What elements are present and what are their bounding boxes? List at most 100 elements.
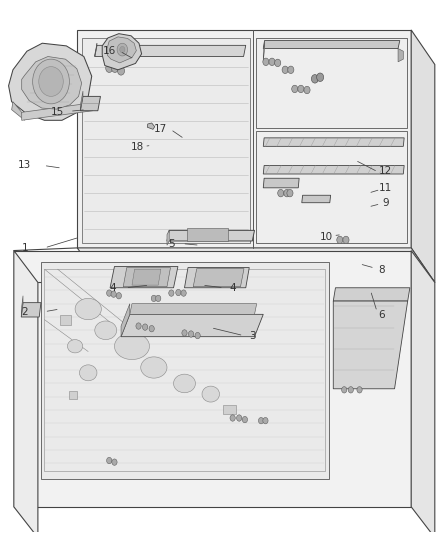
Circle shape (262, 58, 268, 66)
Polygon shape (14, 251, 38, 533)
Polygon shape (332, 288, 409, 301)
Text: 1: 1 (21, 243, 28, 253)
Ellipse shape (79, 365, 97, 381)
Ellipse shape (201, 386, 219, 402)
Text: 10: 10 (319, 232, 332, 243)
Circle shape (117, 43, 127, 56)
Circle shape (181, 330, 187, 336)
Polygon shape (263, 178, 298, 188)
Ellipse shape (67, 340, 82, 353)
Polygon shape (21, 56, 81, 109)
Circle shape (286, 189, 292, 197)
Ellipse shape (114, 333, 149, 360)
Circle shape (336, 236, 342, 244)
Polygon shape (263, 41, 264, 62)
Circle shape (136, 323, 141, 329)
Circle shape (291, 85, 297, 93)
Circle shape (112, 459, 117, 465)
Circle shape (106, 290, 112, 296)
Polygon shape (80, 96, 100, 111)
Polygon shape (68, 391, 77, 399)
Circle shape (116, 293, 121, 299)
Text: 8: 8 (377, 265, 384, 275)
Circle shape (311, 75, 318, 83)
Polygon shape (110, 266, 177, 288)
Ellipse shape (95, 321, 117, 340)
Polygon shape (14, 251, 410, 507)
Circle shape (111, 64, 118, 72)
Polygon shape (123, 268, 170, 287)
Circle shape (39, 67, 63, 96)
Circle shape (262, 417, 268, 424)
Polygon shape (121, 304, 130, 337)
Polygon shape (121, 314, 263, 337)
Circle shape (268, 58, 275, 66)
Text: 3: 3 (248, 330, 255, 341)
Polygon shape (107, 37, 136, 63)
Polygon shape (21, 303, 41, 317)
Polygon shape (60, 316, 71, 325)
Text: 11: 11 (378, 183, 392, 193)
Text: 16: 16 (102, 46, 116, 56)
Circle shape (111, 291, 116, 297)
Circle shape (106, 64, 113, 72)
Polygon shape (12, 102, 25, 120)
Text: 4: 4 (229, 283, 235, 293)
Polygon shape (41, 262, 328, 479)
Circle shape (236, 415, 241, 421)
Circle shape (175, 289, 180, 296)
Ellipse shape (141, 357, 166, 378)
Polygon shape (77, 248, 434, 282)
Text: 9: 9 (381, 198, 388, 208)
Circle shape (341, 386, 346, 393)
Polygon shape (102, 34, 141, 70)
Text: 15: 15 (51, 107, 64, 117)
Polygon shape (95, 45, 245, 56)
Circle shape (342, 236, 348, 244)
Polygon shape (95, 43, 97, 56)
Polygon shape (9, 43, 92, 120)
Circle shape (297, 85, 303, 93)
Polygon shape (332, 301, 407, 389)
Polygon shape (255, 38, 406, 128)
Circle shape (282, 66, 288, 74)
Polygon shape (184, 268, 249, 288)
Circle shape (149, 326, 154, 332)
Polygon shape (21, 296, 23, 317)
Circle shape (258, 417, 263, 424)
Text: 4: 4 (109, 283, 115, 293)
Polygon shape (263, 165, 403, 174)
Circle shape (287, 66, 293, 74)
Circle shape (120, 46, 125, 53)
Polygon shape (21, 103, 92, 120)
Polygon shape (223, 405, 236, 414)
Circle shape (32, 59, 69, 104)
Polygon shape (132, 269, 160, 285)
Circle shape (283, 189, 289, 197)
Circle shape (155, 295, 160, 302)
Polygon shape (80, 91, 83, 111)
Polygon shape (166, 230, 254, 241)
Polygon shape (77, 30, 410, 248)
Text: 12: 12 (378, 166, 392, 176)
Polygon shape (130, 304, 256, 314)
Ellipse shape (173, 374, 195, 393)
Polygon shape (410, 251, 434, 533)
Text: 5: 5 (168, 239, 174, 248)
Polygon shape (147, 123, 154, 130)
Circle shape (142, 324, 148, 330)
Polygon shape (186, 228, 228, 241)
Circle shape (274, 59, 280, 67)
Circle shape (347, 386, 353, 393)
Polygon shape (81, 38, 250, 243)
Circle shape (230, 415, 235, 421)
Text: 18: 18 (131, 142, 144, 152)
Polygon shape (301, 195, 330, 203)
Circle shape (168, 290, 173, 296)
Text: 13: 13 (18, 160, 31, 171)
Circle shape (117, 67, 124, 75)
Circle shape (277, 189, 283, 197)
Circle shape (356, 386, 361, 393)
Circle shape (106, 457, 112, 464)
Text: 17: 17 (153, 124, 167, 134)
